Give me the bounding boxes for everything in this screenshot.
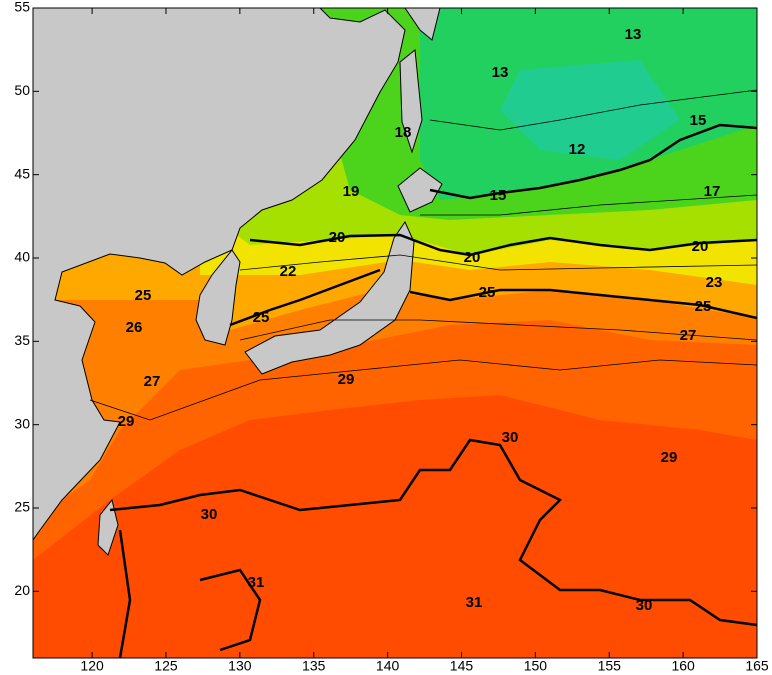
y-tick-label: 20 (14, 582, 30, 598)
contour-label: 17 (704, 183, 721, 200)
contour-line (89, 359, 757, 421)
water-band (500, 60, 680, 160)
contour-label: 18 (395, 124, 412, 141)
contour-line (249, 233, 757, 257)
contour-label: 15 (690, 112, 707, 129)
x-tick-label: 160 (671, 658, 695, 674)
x-tick-label: 150 (524, 658, 548, 674)
contour-label: 25 (253, 309, 270, 326)
contour-label: 30 (201, 506, 218, 523)
contour-label: 25 (479, 284, 496, 301)
y-tick-label: 45 (14, 165, 30, 181)
map-frame (32, 7, 758, 659)
contour-label: 31 (466, 594, 483, 611)
x-tick-label: 140 (376, 658, 400, 674)
x-tick-label: 135 (302, 658, 326, 674)
contour-line (420, 194, 757, 216)
contour-label: 20 (692, 238, 709, 255)
contour-line (118, 529, 132, 658)
contour-label: 25 (695, 298, 712, 315)
contour-label: 20 (329, 229, 346, 246)
x-tick-label: 155 (598, 658, 622, 674)
x-tick-label: 120 (80, 658, 104, 674)
contour-label: 26 (126, 319, 143, 336)
contour-line (239, 319, 757, 341)
contour-label: 27 (680, 327, 697, 344)
contour-label: 20 (464, 249, 481, 266)
land-taiwan (97, 498, 119, 556)
y-tick-label: 55 (14, 0, 30, 15)
y-tick-label: 35 (14, 332, 30, 348)
land-mainland (33, 8, 406, 541)
contour-label: 27 (144, 373, 161, 390)
contour-label: 29 (661, 449, 678, 466)
x-tick-label: 125 (154, 658, 178, 674)
land-hokkaido (397, 167, 443, 213)
contour-label: 30 (636, 597, 653, 614)
x-tick-label: 145 (450, 658, 474, 674)
contour-line (429, 123, 757, 200)
contour-label: 29 (338, 371, 355, 388)
y-tick-label: 40 (14, 249, 30, 265)
contour-label: 15 (490, 187, 507, 204)
contour-label: 19 (343, 183, 360, 200)
contour-label: 12 (569, 141, 586, 158)
y-tick-label: 30 (14, 415, 30, 431)
y-tick-label: 50 (14, 82, 30, 98)
contour-lines (109, 123, 757, 658)
contour-line (239, 254, 757, 271)
contour-label: 13 (492, 64, 509, 81)
contour-line (429, 89, 757, 131)
contour-label: 25 (135, 287, 152, 304)
thin-contours (89, 89, 757, 421)
contour-label: 22 (280, 263, 297, 280)
map-area (33, 8, 757, 658)
land-sakhalin (399, 49, 423, 154)
y-tick-label: 25 (14, 499, 30, 515)
contour-label: 23 (706, 274, 723, 291)
contour-label: 29 (118, 413, 135, 430)
contour-label: 30 (502, 429, 519, 446)
x-tick-label: 165 (745, 658, 769, 674)
land-korea (195, 249, 241, 346)
contour-line (199, 568, 262, 652)
contour-line (229, 268, 757, 327)
land-japan (244, 220, 415, 375)
x-tick-label: 130 (228, 658, 252, 674)
contour-line (109, 438, 757, 627)
contour-label: 13 (625, 26, 642, 43)
contour-label: 31 (248, 574, 265, 591)
land-north (404, 8, 441, 41)
